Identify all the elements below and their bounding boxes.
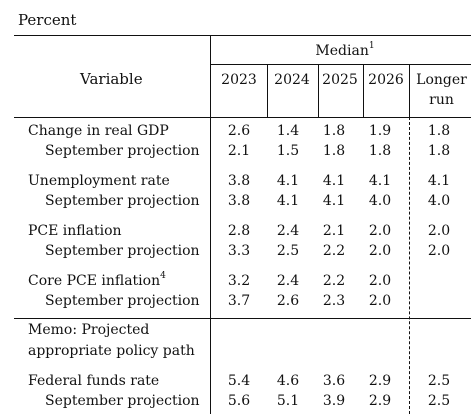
cell: 1.8 — [322, 123, 346, 139]
cell: 4.1 — [427, 173, 451, 189]
cell: 3.2 — [227, 273, 251, 289]
variable-header: Variable — [80, 70, 143, 88]
core-pce-footnote-marker: 4 — [160, 271, 166, 281]
year-divider-2024-2025 — [318, 64, 319, 117]
unit-label: Percent — [18, 11, 77, 29]
label-column-divider — [210, 35, 211, 414]
cell: 2.2 — [322, 243, 346, 259]
cell: 5.4 — [227, 373, 251, 389]
table-top-rule — [14, 35, 471, 36]
longer-run-header-line2: run — [429, 92, 454, 108]
cell: 4.0 — [368, 193, 392, 209]
memo-top-rule — [14, 318, 471, 319]
cell: 2.6 — [276, 293, 300, 309]
cell: 1.4 — [276, 123, 300, 139]
cell: 1.8 — [427, 123, 451, 139]
row-label-september-projection: September projection — [45, 243, 200, 259]
cell: 4.1 — [276, 193, 300, 209]
longer-run-header: Longer — [416, 72, 467, 88]
longer-run-dashed-divider — [409, 117, 410, 414]
row-label-september-projection: September projection — [45, 193, 200, 209]
cell: 5.1 — [276, 393, 300, 409]
cell: 3.6 — [322, 373, 346, 389]
cell: 2.8 — [227, 223, 251, 239]
cell: 2.4 — [276, 273, 300, 289]
year-divider-2025-2026 — [363, 64, 364, 117]
year-header-2023: 2023 — [221, 72, 257, 88]
cell: 2.1 — [322, 223, 346, 239]
cell: 1.8 — [322, 143, 346, 159]
cell: 4.6 — [276, 373, 300, 389]
cell: 2.0 — [368, 293, 392, 309]
median-header: Median1 — [290, 41, 400, 59]
cell: 2.9 — [368, 393, 392, 409]
row-label-real-gdp: Change in real GDP — [28, 123, 169, 139]
cell: 4.1 — [368, 173, 392, 189]
cell: 4.1 — [322, 193, 346, 209]
cell: 2.4 — [276, 223, 300, 239]
cell: 3.7 — [227, 293, 251, 309]
memo-label-line1: Memo: Projected — [28, 322, 150, 338]
cell: 4.1 — [322, 173, 346, 189]
cell: 2.3 — [322, 293, 346, 309]
year-header-2024: 2024 — [274, 72, 310, 88]
cell: 2.2 — [322, 273, 346, 289]
cell: 2.0 — [368, 243, 392, 259]
cell: 3.8 — [227, 173, 251, 189]
cell: 2.5 — [276, 243, 300, 259]
row-label-core-pce-text: Core PCE inflation — [28, 273, 161, 289]
year-header-2026: 2026 — [368, 72, 404, 88]
cell: 1.8 — [427, 143, 451, 159]
memo-label-line2: appropriate policy path — [28, 343, 195, 359]
cell: 2.1 — [227, 143, 251, 159]
year-header-2025: 2025 — [322, 72, 358, 88]
cell: 1.9 — [368, 123, 392, 139]
row-label-september-projection: September projection — [45, 393, 200, 409]
cell: 1.8 — [368, 143, 392, 159]
cell: 2.5 — [427, 393, 451, 409]
median-footnote-marker: 1 — [368, 41, 375, 51]
cell: 3.9 — [322, 393, 346, 409]
year-divider-2026-longer — [409, 64, 410, 117]
cell: 2.0 — [368, 223, 392, 239]
row-label-september-projection: September projection — [45, 143, 200, 159]
row-label-core-pce-inflation: Core PCE inflation4 — [28, 271, 166, 289]
row-label-pce-inflation: PCE inflation — [28, 223, 122, 239]
cell: 2.0 — [368, 273, 392, 289]
median-under-rule — [211, 64, 471, 65]
row-label-september-projection: September projection — [45, 293, 200, 309]
cell: 2.9 — [368, 373, 392, 389]
median-header-text: Median — [315, 43, 369, 59]
cell: 2.6 — [227, 123, 251, 139]
cell: 2.0 — [427, 243, 451, 259]
cell: 2.5 — [427, 373, 451, 389]
row-label-federal-funds-rate: Federal funds rate — [28, 373, 160, 389]
cell: 2.0 — [427, 223, 451, 239]
cell: 3.3 — [227, 243, 251, 259]
cell: 5.6 — [227, 393, 251, 409]
cell: 1.5 — [276, 143, 300, 159]
header-bottom-rule — [14, 117, 471, 118]
row-label-unemployment-rate: Unemployment rate — [28, 173, 170, 189]
cell: 3.8 — [227, 193, 251, 209]
cell: 4.0 — [427, 193, 451, 209]
year-divider-2023-2024 — [267, 64, 268, 117]
cell: 4.1 — [276, 173, 300, 189]
